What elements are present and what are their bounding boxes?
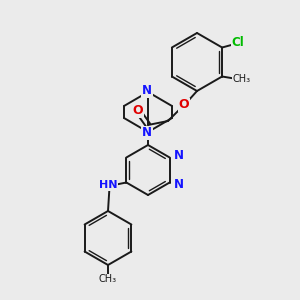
Text: N: N	[174, 149, 184, 162]
Text: N: N	[174, 178, 184, 191]
Text: N: N	[142, 85, 152, 98]
Text: HN: HN	[99, 181, 118, 190]
Text: O: O	[179, 98, 189, 112]
Text: N: N	[142, 127, 152, 140]
Text: Cl: Cl	[232, 36, 244, 49]
Text: CH₃: CH₃	[232, 74, 250, 85]
Text: O: O	[133, 104, 143, 118]
Text: CH₃: CH₃	[99, 274, 117, 284]
